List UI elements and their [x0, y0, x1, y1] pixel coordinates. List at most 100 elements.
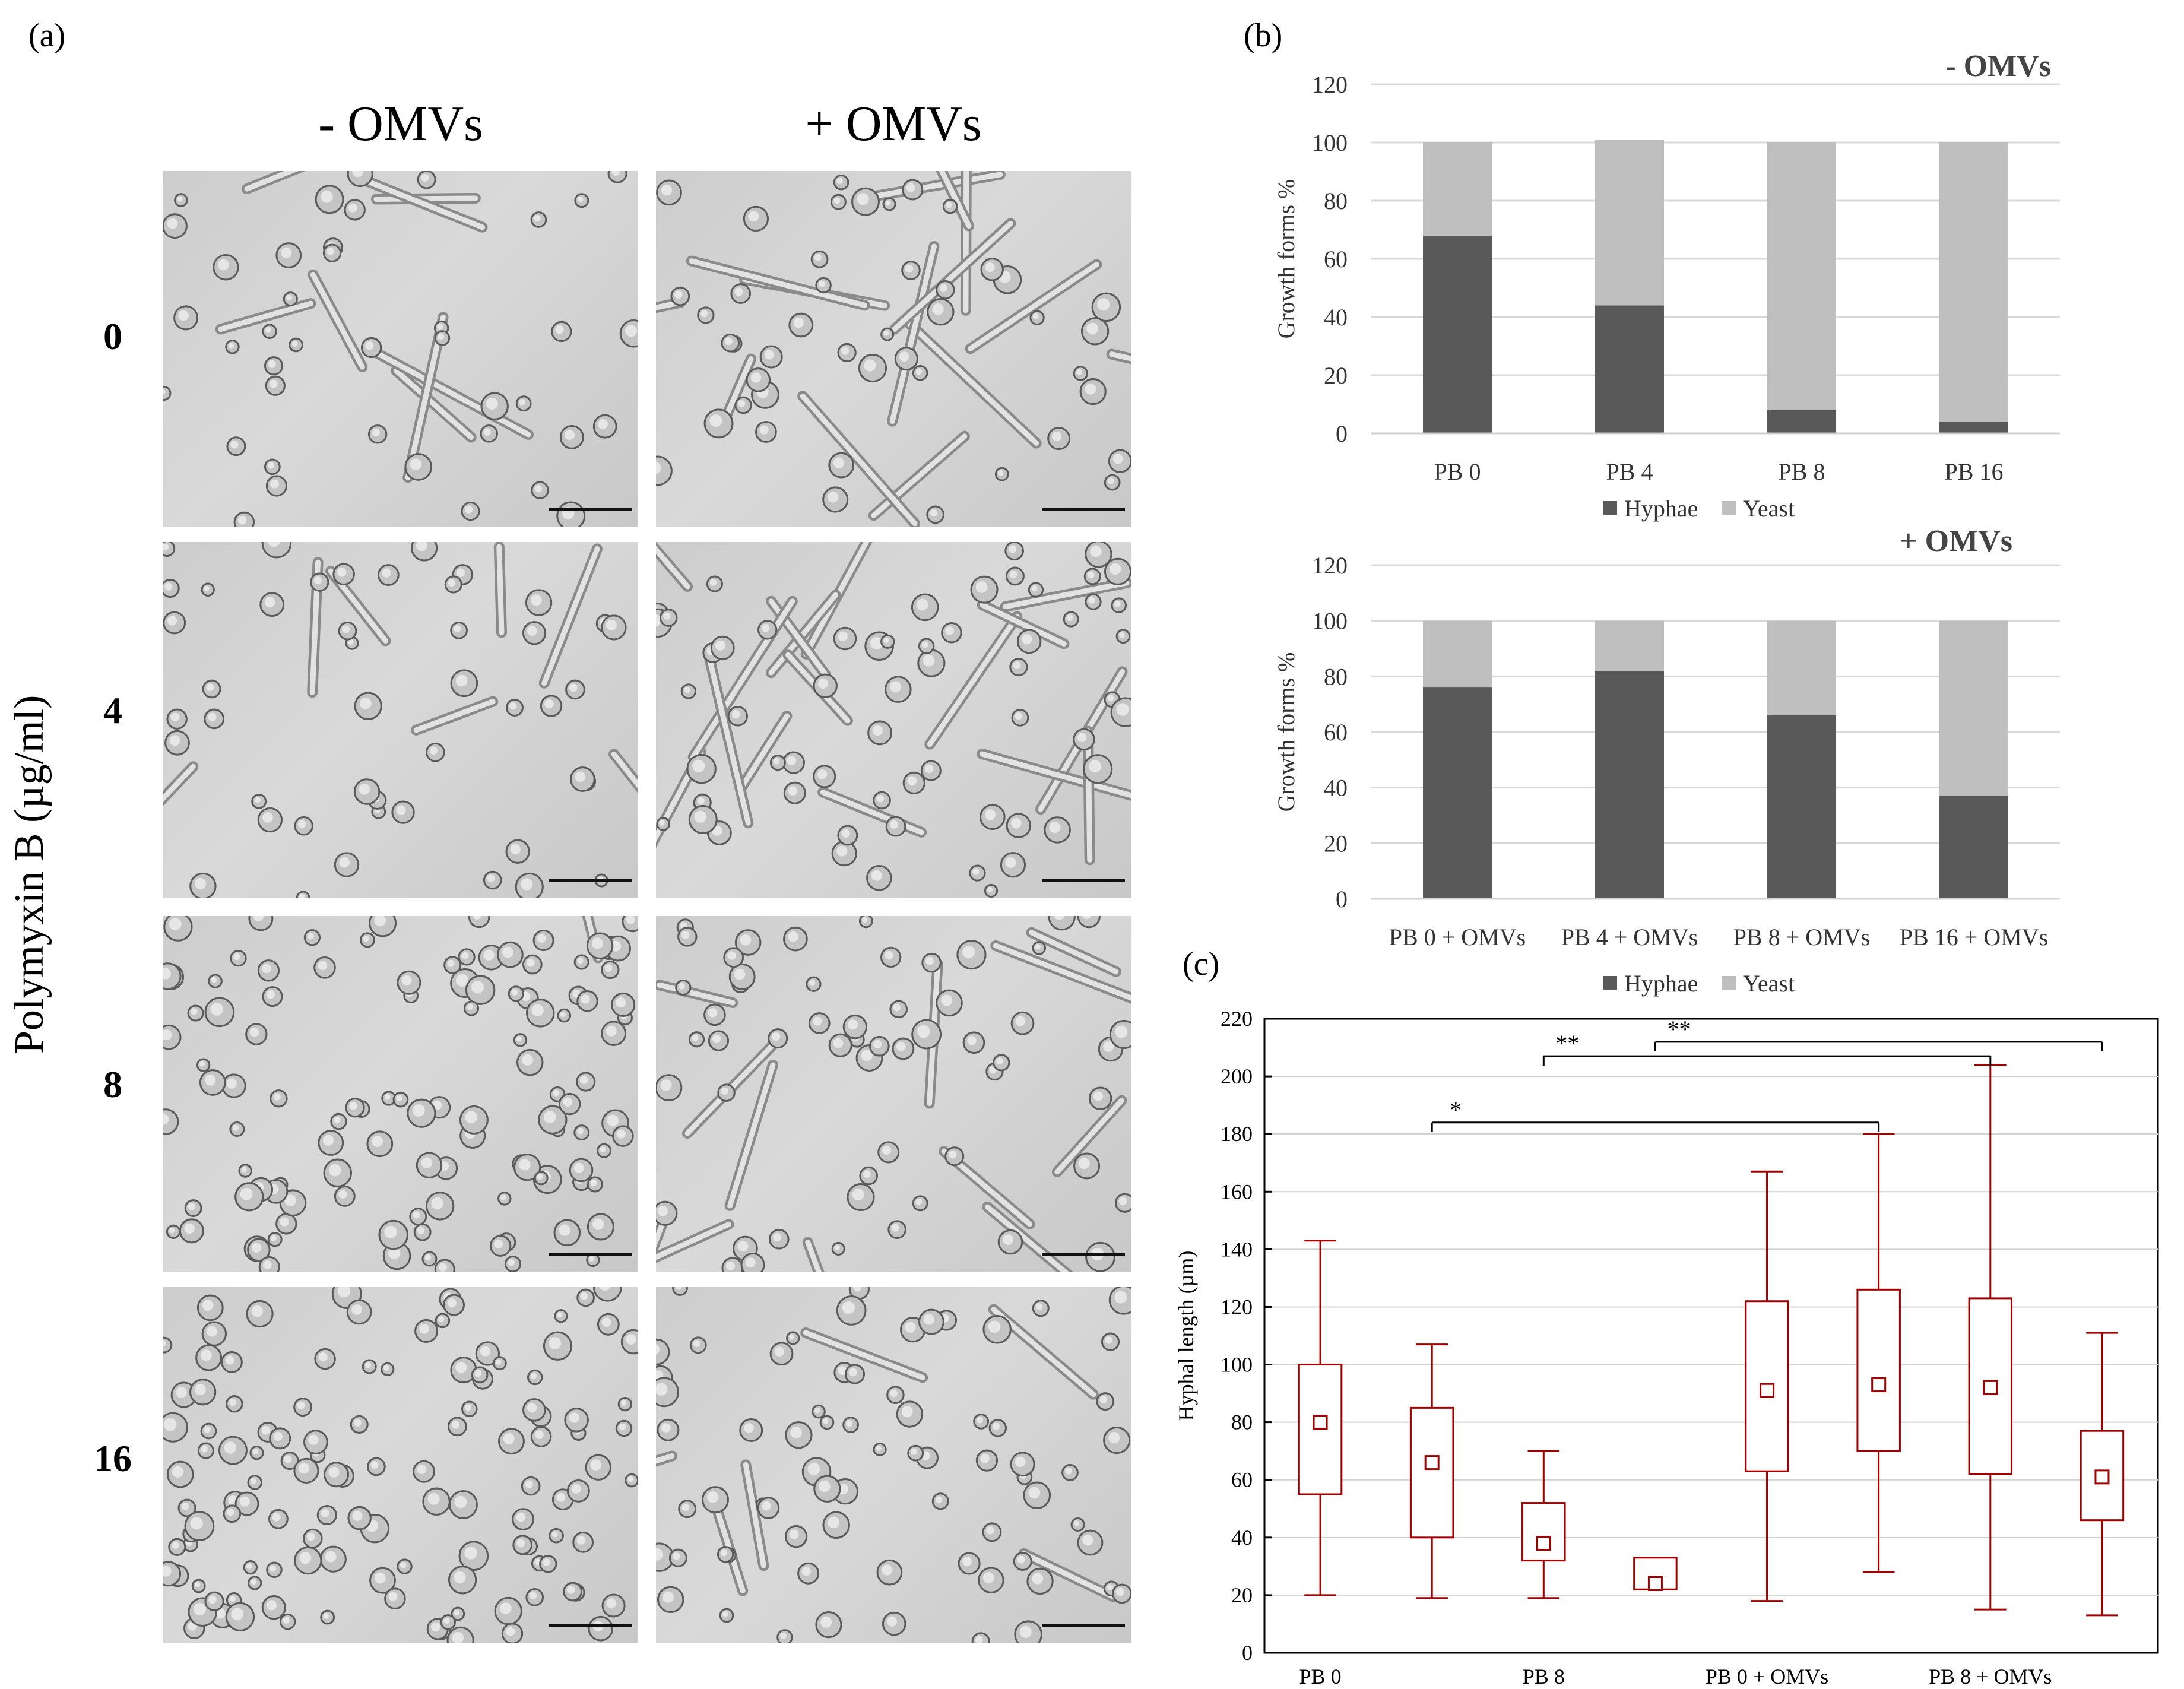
y-tick-label: 160 — [1221, 1180, 1253, 1203]
yeast-highlight — [948, 1150, 957, 1159]
yeast-highlight — [975, 1636, 983, 1643]
yeast-highlight — [600, 1146, 606, 1153]
yeast-highlight — [549, 1337, 562, 1350]
yeast-highlight — [204, 1074, 216, 1086]
yeast-highlight — [1087, 571, 1095, 579]
yeast-highlight — [237, 515, 247, 525]
scale-bar — [1042, 508, 1125, 511]
panel-c-label: (c) — [1183, 946, 1220, 983]
yeast-highlight — [262, 1260, 272, 1270]
yeast-highlight — [813, 1016, 822, 1026]
yeast-highlight — [579, 1076, 588, 1084]
median-marker — [1871, 1377, 1887, 1393]
yeast-highlight — [1051, 431, 1062, 442]
yeast-highlight — [862, 917, 868, 923]
yeast-highlight — [178, 310, 189, 321]
yeast-highlight — [447, 1298, 457, 1308]
yeast-highlight — [962, 1557, 972, 1566]
yeast-highlight — [372, 1136, 383, 1147]
yeast-highlight — [284, 1194, 296, 1206]
yeast-highlight — [915, 1199, 923, 1205]
y-tick-label: 0 — [1336, 886, 1348, 912]
micrograph-r1-c1 — [656, 542, 1131, 898]
yeast-highlight — [217, 259, 229, 271]
median-marker — [1424, 1455, 1440, 1471]
yeast-highlight — [396, 1095, 402, 1102]
yeast-highlight — [321, 190, 333, 203]
hypha-core — [968, 262, 1099, 351]
yeast-highlight — [790, 1427, 802, 1438]
yeast-highlight — [365, 1362, 371, 1368]
yeast-highlight — [429, 746, 438, 755]
yeast-highlight — [684, 686, 690, 693]
y-tick-label: 40 — [1324, 304, 1348, 331]
yeast-highlight — [576, 1536, 586, 1545]
yeast-highlight — [1013, 661, 1021, 670]
yeast-highlight — [231, 1608, 244, 1621]
yeast-highlight — [455, 674, 468, 687]
yeast-highlight — [883, 637, 889, 644]
yeast-highlight — [857, 193, 869, 205]
yeast-highlight — [577, 196, 584, 202]
yeast-highlight — [871, 870, 882, 881]
yeast-cell — [656, 455, 673, 486]
scale-bar — [549, 879, 632, 882]
yeast-highlight — [372, 428, 380, 436]
yeast-highlight — [863, 1170, 871, 1178]
yeast-highlight — [199, 1061, 205, 1067]
yeast-highlight — [1115, 1025, 1128, 1038]
yeast-highlight — [604, 964, 613, 972]
chart-c: 0 20 40 60 80 100 120 140 160 180 200 220 Hyphal len… — [1174, 1007, 2159, 1686]
yeast-highlight — [365, 341, 374, 350]
yeast-highlight — [657, 1206, 668, 1216]
row-label-8: 8 — [103, 1063, 122, 1105]
yeast-highlight — [530, 594, 542, 606]
yeast-highlight — [413, 1211, 420, 1219]
category-label: PB 8 — [1779, 458, 1825, 485]
yeast-highlight — [590, 1459, 602, 1471]
chart-b-top: 0 20 40 60 80 100 120 Growth forms % - OMVs PB 0 P… — [1273, 49, 2060, 522]
yeast-highlight — [762, 1501, 771, 1511]
yeast-highlight — [521, 1054, 534, 1066]
yeast-highlight — [416, 542, 427, 552]
hypha-core — [611, 751, 638, 790]
bar-hyphae — [1767, 410, 1836, 433]
yeast-highlight — [348, 203, 357, 213]
yeast-highlight — [1109, 563, 1121, 575]
yeast-highlight — [170, 712, 180, 722]
yeast-highlight — [661, 1423, 671, 1433]
yeast-highlight — [226, 1078, 237, 1089]
legend-swatch — [1603, 976, 1617, 990]
hypha — [163, 761, 199, 806]
yeast-highlight — [814, 1407, 820, 1414]
yeast-highlight — [917, 1025, 930, 1038]
micrograph-r0-c1 — [656, 171, 1131, 527]
yeast-highlight — [473, 916, 482, 920]
scale-bar — [549, 1624, 632, 1627]
yeast-highlight — [210, 1003, 223, 1016]
yeast-highlight — [697, 797, 705, 805]
yeast-highlight — [254, 797, 261, 803]
yeast-highlight — [827, 492, 839, 503]
micrograph-r3-c0 — [163, 1287, 638, 1643]
yeast-highlight — [229, 1595, 236, 1602]
hypha-core — [871, 433, 968, 518]
hypha-core — [939, 171, 972, 229]
yeast-highlight — [1105, 1336, 1113, 1344]
bar-yeast — [1939, 142, 2008, 422]
yeast-highlight — [923, 654, 935, 667]
yeast-highlight — [177, 196, 183, 202]
yeast-highlight — [1015, 712, 1022, 720]
yeast-highlight — [342, 625, 350, 633]
yeast-highlight — [722, 1611, 728, 1617]
yeast-highlight — [1078, 1158, 1090, 1170]
yeast-highlight — [167, 218, 178, 229]
yeast-highlight — [266, 990, 275, 999]
yeast-highlight — [224, 1441, 237, 1454]
yeast-highlight — [337, 568, 347, 577]
yeast-highlight — [452, 1631, 464, 1643]
yeast-highlight — [525, 1480, 533, 1488]
hypha-core — [927, 613, 1020, 747]
yeast-highlight — [864, 359, 876, 372]
yeast-highlight — [352, 1510, 363, 1521]
